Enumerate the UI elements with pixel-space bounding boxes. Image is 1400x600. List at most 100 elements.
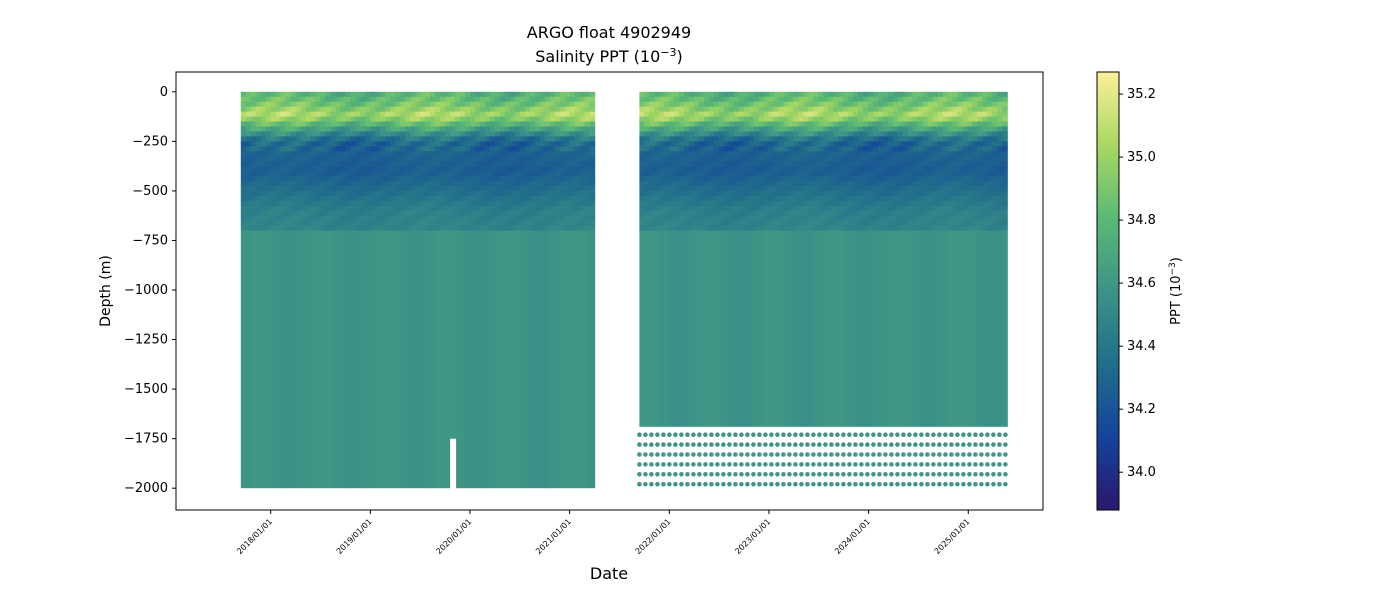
- salinity-cell: [877, 136, 884, 142]
- salinity-cell: [773, 131, 780, 138]
- salinity-cell: [440, 141, 446, 147]
- salinity-column: [828, 230, 834, 427]
- salinity-cell: [674, 210, 680, 217]
- salinity-cell: [489, 101, 496, 108]
- salinity-cell: [838, 171, 844, 177]
- deep-sample-point: [697, 452, 702, 457]
- salinity-cell: [684, 141, 690, 147]
- salinity-cell: [639, 106, 645, 113]
- deep-sample-point: [955, 452, 960, 457]
- salinity-cell: [564, 205, 571, 212]
- deep-sample-point: [853, 452, 858, 457]
- salinity-cell: [684, 156, 690, 162]
- salinity-cell: [544, 96, 551, 103]
- salinity-cell: [290, 225, 297, 232]
- deep-sample-point: [739, 432, 744, 438]
- salinity-column: [385, 230, 391, 489]
- salinity-cell: [390, 215, 396, 222]
- salinity-cell: [450, 96, 456, 103]
- salinity-cell: [723, 101, 730, 108]
- salinity-cell: [892, 131, 899, 138]
- salinity-cell: [868, 131, 874, 138]
- salinity-cell: [435, 200, 441, 207]
- salinity-cell: [499, 205, 506, 212]
- salinity-cell: [649, 205, 655, 212]
- salinity-cell: [887, 181, 894, 187]
- salinity-cell: [917, 121, 924, 128]
- salinity-cell: [808, 136, 814, 142]
- salinity-cell: [972, 141, 978, 147]
- deep-sample-point: [937, 481, 942, 487]
- salinity-cell: [669, 151, 675, 157]
- salinity-cell: [514, 225, 521, 232]
- salinity-cell: [639, 146, 645, 152]
- salinity-cell: [270, 136, 277, 142]
- salinity-cell: [445, 91, 451, 98]
- salinity-cell: [723, 151, 730, 157]
- deep-sample-point: [841, 462, 846, 467]
- deep-sample-point: [925, 472, 930, 477]
- salinity-cell: [922, 220, 929, 227]
- salinity-cell: [400, 91, 406, 98]
- salinity-cell: [977, 111, 983, 118]
- salinity-cell: [689, 101, 695, 108]
- salinity-cell: [892, 121, 899, 128]
- salinity-cell: [873, 195, 879, 202]
- salinity-cell: [838, 136, 844, 142]
- salinity-cell: [763, 166, 770, 172]
- salinity-cell: [340, 126, 346, 133]
- salinity-cell: [952, 106, 959, 113]
- salinity-cell: [519, 156, 526, 162]
- salinity-cell: [972, 190, 978, 197]
- salinity-cell: [589, 166, 596, 172]
- salinity-cell: [679, 171, 685, 177]
- salinity-column: [410, 230, 416, 489]
- salinity-cell: [549, 200, 556, 207]
- salinity-cell: [300, 91, 307, 98]
- salinity-cell: [887, 91, 894, 98]
- salinity-cell: [997, 151, 1003, 157]
- salinity-cell: [639, 131, 645, 138]
- salinity-cell: [997, 225, 1003, 232]
- salinity-cell: [907, 181, 914, 187]
- salinity-cell: [420, 101, 426, 108]
- salinity-cell: [957, 141, 963, 147]
- salinity-cell: [554, 215, 561, 222]
- salinity-cell: [704, 161, 710, 167]
- salinity-cell: [654, 141, 660, 147]
- salinity-cell: [843, 116, 849, 123]
- salinity-column: [440, 230, 446, 489]
- salinity-cell: [460, 101, 466, 108]
- salinity-cell: [559, 116, 566, 123]
- salinity-cell: [848, 116, 854, 123]
- salinity-cell: [664, 96, 670, 103]
- salinity-cell: [868, 96, 874, 103]
- salinity-cell: [539, 141, 546, 147]
- salinity-cell: [350, 141, 356, 147]
- salinity-cell: [649, 96, 655, 103]
- salinity-cell: [370, 200, 376, 207]
- salinity-cell: [863, 190, 869, 197]
- salinity-cell: [967, 101, 973, 108]
- salinity-cell: [649, 116, 655, 123]
- salinity-cell: [654, 91, 660, 98]
- salinity-cell: [425, 96, 431, 103]
- salinity-cell: [420, 220, 426, 227]
- salinity-cell: [470, 126, 476, 133]
- salinity-cell: [440, 205, 446, 212]
- salinity-cell: [728, 161, 735, 167]
- salinity-cell: [569, 116, 576, 123]
- salinity-cell: [589, 200, 596, 207]
- salinity-cell: [345, 106, 351, 113]
- salinity-cell: [748, 151, 755, 157]
- salinity-cell: [704, 190, 710, 197]
- salinity-cell: [524, 146, 531, 152]
- salinity-cell: [330, 225, 337, 232]
- salinity-cell: [310, 225, 317, 232]
- salinity-cell: [300, 116, 307, 123]
- salinity-cell: [325, 200, 332, 207]
- salinity-cell: [285, 146, 292, 152]
- salinity-cell: [489, 161, 496, 167]
- salinity-cell: [644, 171, 650, 177]
- salinity-cell: [450, 111, 456, 118]
